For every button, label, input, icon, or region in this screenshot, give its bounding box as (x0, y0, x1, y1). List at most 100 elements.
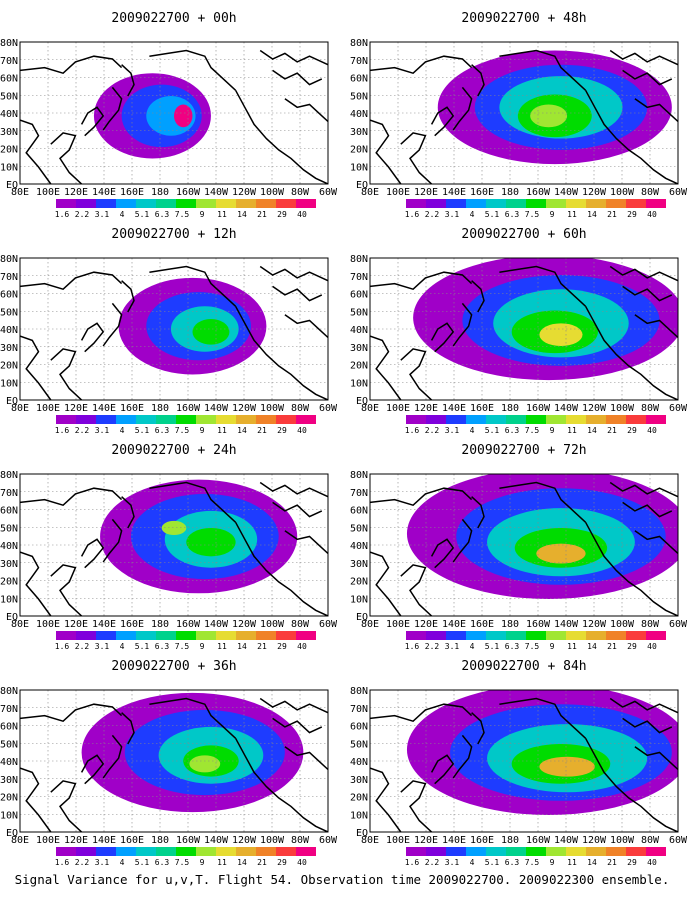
lon-tick-label: 60W (669, 619, 688, 630)
lat-tick-label: 50N (350, 307, 368, 318)
lon-tick-label: 100W (260, 187, 285, 198)
coastline (284, 314, 328, 339)
colorbar: 1.6 2.2 3.1 4 5.1 6.3 7.5 9 11 14 21 29 40 (55, 415, 316, 435)
colorbar-swatch (566, 415, 586, 424)
colorbar-label: 1.6 (55, 210, 70, 219)
lat-tick-label: 10N (0, 162, 18, 173)
colorbar-label: 2.2 (75, 642, 90, 651)
lat-tick-label: 10N (0, 810, 18, 821)
colorbar-swatch (176, 415, 196, 424)
colorbar-label: 4 (120, 426, 125, 435)
colorbar-swatch (196, 847, 216, 856)
lat-tick-label: 50N (0, 739, 18, 750)
colorbar-label: 4 (470, 858, 475, 867)
lon-tick-label: 60W (669, 187, 688, 198)
colorbar-swatch (606, 199, 626, 208)
colorbar-label: 6.3 (505, 858, 520, 867)
lat-tick-label: 60N (350, 74, 368, 85)
colorbar-swatch (546, 631, 566, 640)
lat-tick-label: 60N (350, 722, 368, 733)
colorbar-swatch (586, 415, 606, 424)
lon-tick-label: 100E (36, 403, 60, 414)
lon-tick-label: 140E (92, 403, 116, 414)
variance-contour (186, 527, 236, 557)
lon-tick-label: 80W (291, 187, 310, 198)
colorbar-swatch (646, 847, 666, 856)
lat-tick-label: 20N (350, 361, 368, 372)
lat-tick-label: 60N (350, 506, 368, 517)
lat-tick-label: EQ (6, 828, 18, 839)
lon-tick-label: 120E (64, 835, 88, 846)
colorbar-swatch (216, 415, 236, 424)
variance-field (118, 277, 267, 375)
map-panel-0h: 2009022700 + 00h 80N 70N 60N 50N 40N 30N 20N 10N… (0, 11, 338, 219)
colorbar-swatch (236, 415, 256, 424)
colorbar-swatch (426, 199, 446, 208)
lon-tick-label: 160E (470, 403, 494, 414)
lat-tick-label: 40N (0, 541, 18, 552)
lon-tick-label: 80E (11, 619, 29, 630)
coastlines (370, 697, 678, 832)
colorbar-swatch (116, 199, 136, 208)
lat-tick-label: 20N (350, 577, 368, 588)
colorbar-label: 5.1 (485, 210, 500, 219)
colorbar-label: 7.5 (175, 426, 190, 435)
lat-tick-label: 80N (350, 686, 368, 697)
colorbar-swatch (506, 199, 526, 208)
colorbar-swatch (546, 847, 566, 856)
coastline (609, 49, 678, 66)
colorbar-label: 1.6 (55, 642, 70, 651)
variance-field (407, 474, 678, 599)
lon-tick-label: 160E (120, 187, 144, 198)
coastline (20, 119, 52, 184)
variance-contour (192, 319, 230, 345)
colorbar-label: 29 (627, 642, 637, 651)
colorbar-label: 11 (567, 642, 577, 651)
lon-tick-label: 100E (386, 403, 410, 414)
lat-tick-label: 50N (350, 523, 368, 534)
lat-tick-label: 20N (0, 793, 18, 804)
lat-tick-label: 30N (0, 343, 18, 354)
colorbar-swatch (626, 415, 646, 424)
lon-tick-label: 100W (260, 619, 285, 630)
lon-tick-label: 160W (526, 403, 551, 414)
colorbar-label: 1.6 (405, 426, 420, 435)
colorbar-label: 1.6 (55, 858, 70, 867)
colorbar-swatch (606, 415, 626, 424)
colorbar-label: 11 (217, 642, 227, 651)
coastline (149, 481, 237, 523)
lat-tick-label: 40N (350, 325, 368, 336)
colorbar: 1.6 2.2 3.1 4 5.1 6.3 7.5 9 11 14 21 29 40 (55, 199, 316, 219)
colorbar-label: 21 (257, 642, 267, 651)
colorbar-swatch (466, 415, 486, 424)
lat-tick-label: 70N (0, 488, 18, 499)
coastlines (370, 265, 678, 400)
colorbar-label: 5.1 (135, 426, 150, 435)
coastline (370, 551, 402, 616)
variance-field (81, 692, 304, 813)
colorbar-swatch (526, 199, 546, 208)
colorbar-label: 3.1 (95, 426, 110, 435)
lat-tick-label: 50N (350, 91, 368, 102)
lat-tick-label: 10N (350, 378, 368, 389)
coastline (20, 487, 123, 507)
lon-tick-label: 120W (232, 619, 257, 630)
lon-tick-label: 140E (442, 187, 466, 198)
colorbar-swatch (426, 631, 446, 640)
colorbar-swatch (506, 415, 526, 424)
colorbar-swatch (216, 847, 236, 856)
lon-tick-label: 140E (92, 187, 116, 198)
lon-tick-label: 180 (151, 835, 169, 846)
colorbar-label: 1.6 (405, 210, 420, 219)
coastline (121, 712, 135, 745)
coastline (471, 64, 485, 97)
colorbar-label: 7.5 (525, 210, 540, 219)
coastline (50, 348, 83, 400)
colorbar-label: 2.2 (75, 426, 90, 435)
lat-tick-label: 40N (0, 325, 18, 336)
lon-tick-label: 140W (554, 187, 579, 198)
colorbar-label: 29 (277, 426, 287, 435)
colorbar-label: 29 (277, 210, 287, 219)
colorbar-swatch (276, 847, 296, 856)
colorbar-label: 5.1 (485, 426, 500, 435)
